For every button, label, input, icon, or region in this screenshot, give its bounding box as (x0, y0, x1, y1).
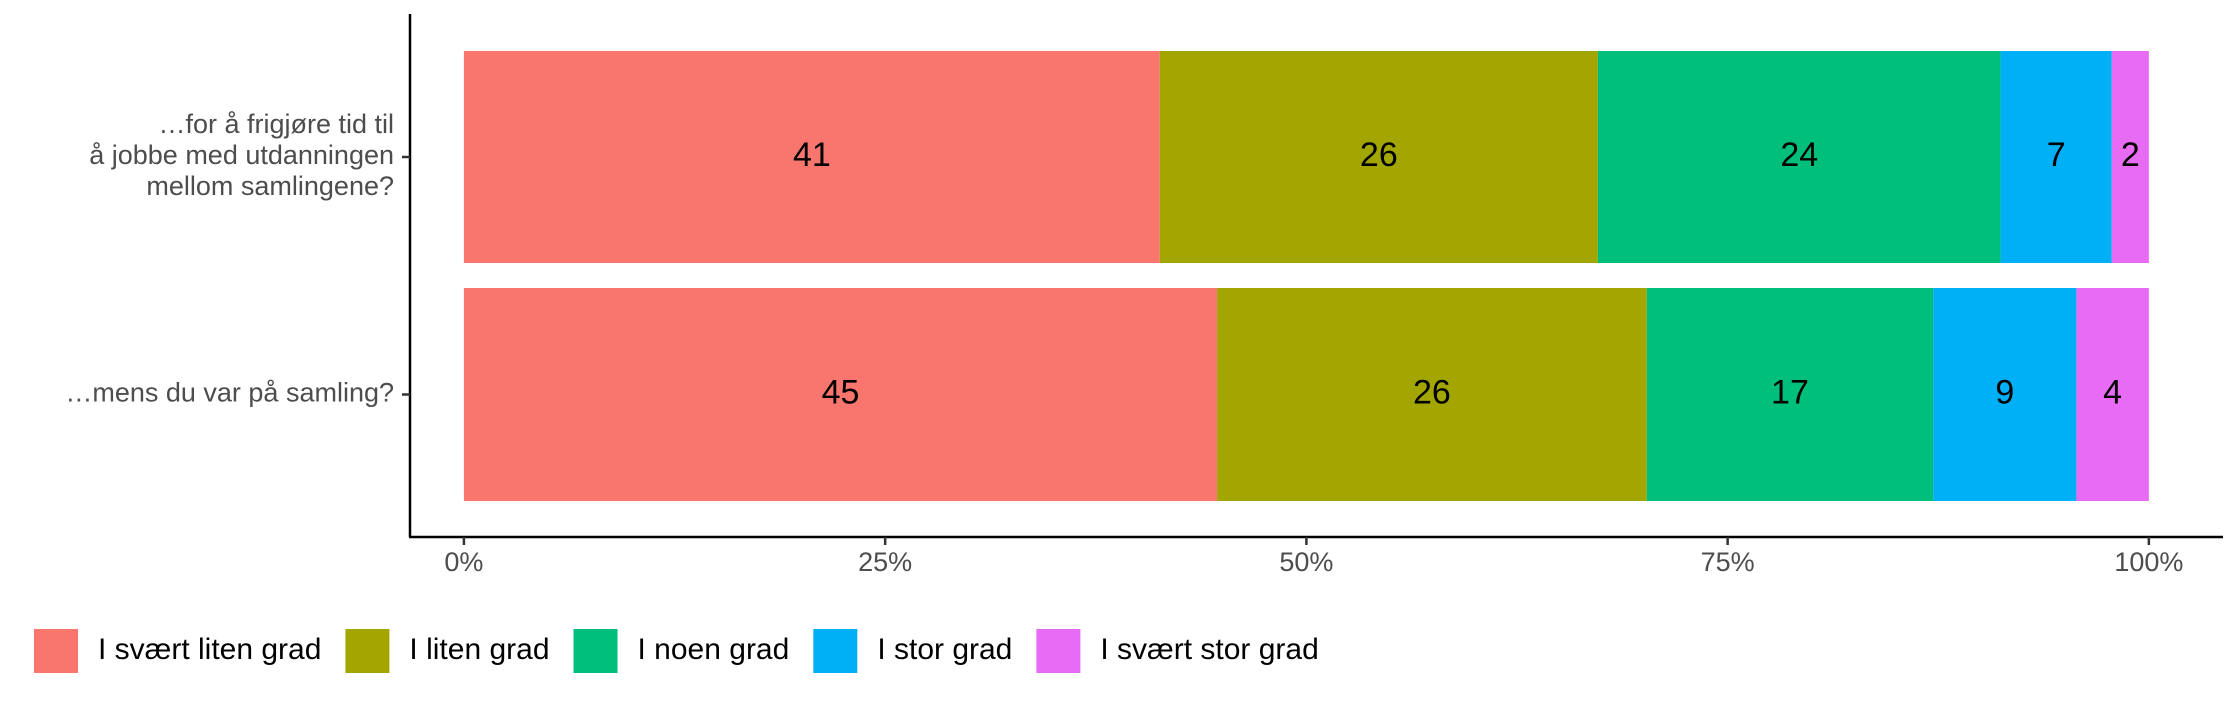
value-label: 4 (2103, 373, 2122, 411)
bar-segment (1597, 51, 2001, 263)
value-label: 24 (1780, 136, 1818, 174)
x-tick-label: 25% (858, 547, 912, 577)
value-label: 9 (1995, 373, 2014, 411)
bar-segment (1646, 288, 1934, 501)
value-label: 41 (793, 136, 831, 174)
bar-segment (2111, 51, 2149, 263)
value-label: 26 (1360, 136, 1398, 174)
x-tick-label: 75% (1701, 547, 1755, 577)
bar-segment (2000, 51, 2112, 263)
legend-label: I liten grad (409, 633, 549, 666)
y-tick-label: …for å frigjøre tid til å jobbe med utdan… (89, 109, 394, 201)
legend-label: I svært liten grad (98, 633, 321, 666)
legend-swatch (1036, 629, 1081, 673)
legend-label: I stor grad (877, 633, 1012, 666)
bar-segment (1933, 288, 2077, 501)
legend-swatch (34, 629, 78, 673)
legend-swatch (573, 629, 618, 673)
value-label: 45 (822, 373, 860, 411)
legend-swatch (813, 629, 858, 673)
x-tick-label: 0% (444, 547, 483, 577)
value-label: 2 (2121, 136, 2140, 174)
x-tick-label: 100% (2114, 547, 2183, 577)
x-tick-label: 50% (1279, 547, 1333, 577)
y-tick-label: …mens du var på samling? (65, 378, 394, 408)
bar-segment (2076, 288, 2149, 501)
bar-segment (1217, 288, 1647, 501)
legend-label: I noen grad (638, 633, 790, 666)
legend-label: I svært stor grad (1100, 633, 1318, 666)
value-label: 26 (1413, 373, 1451, 411)
bar-segment (1159, 51, 1598, 263)
legend-swatch (345, 629, 390, 673)
bar-segment (463, 288, 1218, 501)
bar-segment (463, 51, 1160, 263)
value-label: 7 (2047, 136, 2066, 174)
value-label: 17 (1771, 373, 1809, 411)
